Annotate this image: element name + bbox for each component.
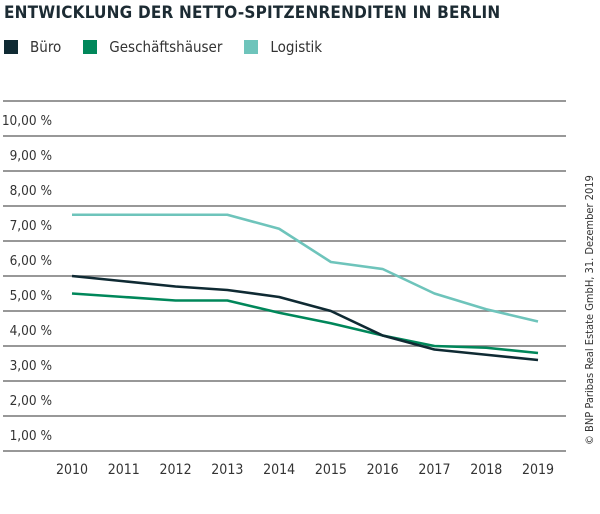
x-tick-label: 2018 bbox=[470, 462, 502, 478]
y-tick-label: 5,00 % bbox=[10, 288, 52, 304]
legend-item-logistik: Logistik bbox=[244, 38, 322, 56]
legend-item-buero: Büro bbox=[4, 38, 61, 56]
y-tick-label: 6,00 % bbox=[10, 253, 52, 269]
x-tick-label: 2015 bbox=[315, 462, 347, 478]
x-tick-label: 2013 bbox=[211, 462, 243, 478]
source-note: © BNP Paribas Real Estate GmbH, 31. Deze… bbox=[583, 175, 596, 445]
legend-swatch bbox=[244, 40, 259, 54]
y-tick-label: 1,00 % bbox=[10, 428, 52, 444]
series-line-logistik bbox=[72, 213, 539, 323]
legend: Büro Geschäftshäuser Logistik bbox=[4, 38, 344, 56]
y-tick-label: 2,00 % bbox=[10, 393, 52, 409]
y-tick-label: 4,00 % bbox=[10, 323, 52, 339]
legend-label: Logistik bbox=[270, 38, 323, 56]
y-tick-label: 3,00 % bbox=[10, 358, 52, 374]
legend-label: Geschäftshäuser bbox=[109, 38, 223, 56]
legend-item-geschaeftshaeuser: Geschäftshäuser bbox=[83, 38, 222, 56]
x-tick-label: 2014 bbox=[263, 462, 295, 478]
y-tick-label: 7,00 % bbox=[10, 218, 52, 234]
x-tick-label: 2010 bbox=[56, 462, 88, 478]
x-tick-label: 2019 bbox=[522, 462, 554, 478]
x-tick-label: 2011 bbox=[108, 462, 140, 478]
legend-label: Büro bbox=[30, 38, 62, 56]
x-tick-label: 2017 bbox=[418, 462, 450, 478]
x-tick-label: 2016 bbox=[367, 462, 399, 478]
chart-title: ENTWICKLUNG DER NETTO-SPITZENRENDITEN IN… bbox=[4, 3, 501, 23]
series-line-büro bbox=[71, 274, 539, 362]
series-line-geschäftshäuser bbox=[71, 292, 539, 355]
y-tick-label: 9,00 % bbox=[10, 148, 52, 164]
y-tick-label: 10,00 % bbox=[2, 113, 52, 129]
legend-swatch bbox=[83, 40, 98, 54]
x-tick-label: 2012 bbox=[160, 462, 192, 478]
legend-swatch bbox=[4, 40, 18, 54]
y-tick-label: 8,00 % bbox=[10, 183, 52, 199]
